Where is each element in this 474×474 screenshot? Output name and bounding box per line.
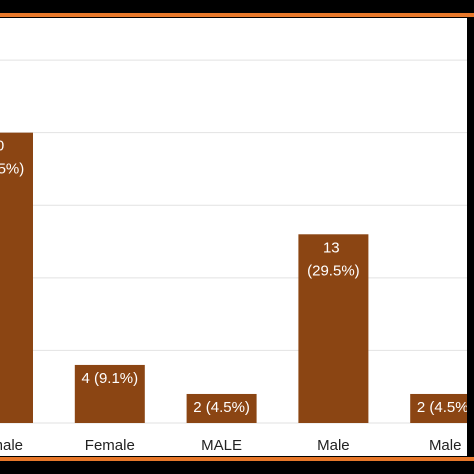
bar [0, 132, 33, 423]
bottom-rule [0, 457, 474, 461]
value-label: 2 (4.5%) [417, 399, 474, 416]
plot: Female 20 (45.5%) Female 4 (9.1%) MALE 2 (4.5… [0, 59, 474, 454]
bar [298, 234, 369, 423]
bar [74, 364, 145, 423]
value-label: 20 (45.5%) [0, 138, 24, 178]
x-tick-label: MALE [201, 437, 242, 454]
value-label: 4 (9.1%) [81, 370, 138, 387]
x-tick-label: Male [317, 437, 350, 454]
bar [410, 393, 467, 423]
x-tick-label: Female [85, 437, 135, 454]
x-tick-label: Female [0, 437, 23, 454]
x-tick-label: Male [429, 437, 462, 454]
plot-background [0, 18, 467, 456]
top-rule [0, 13, 474, 17]
value-label: 2 (4.5%) [193, 399, 250, 416]
value-label: 13 (29.5%) [307, 239, 360, 279]
bar [186, 393, 257, 423]
